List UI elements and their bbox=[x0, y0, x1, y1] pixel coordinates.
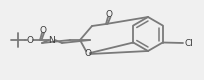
Text: O: O bbox=[105, 10, 112, 18]
Text: Cl: Cl bbox=[184, 38, 193, 48]
Text: O: O bbox=[39, 26, 46, 34]
Text: N: N bbox=[48, 36, 55, 44]
Text: O: O bbox=[26, 36, 33, 44]
Text: O: O bbox=[84, 50, 91, 58]
